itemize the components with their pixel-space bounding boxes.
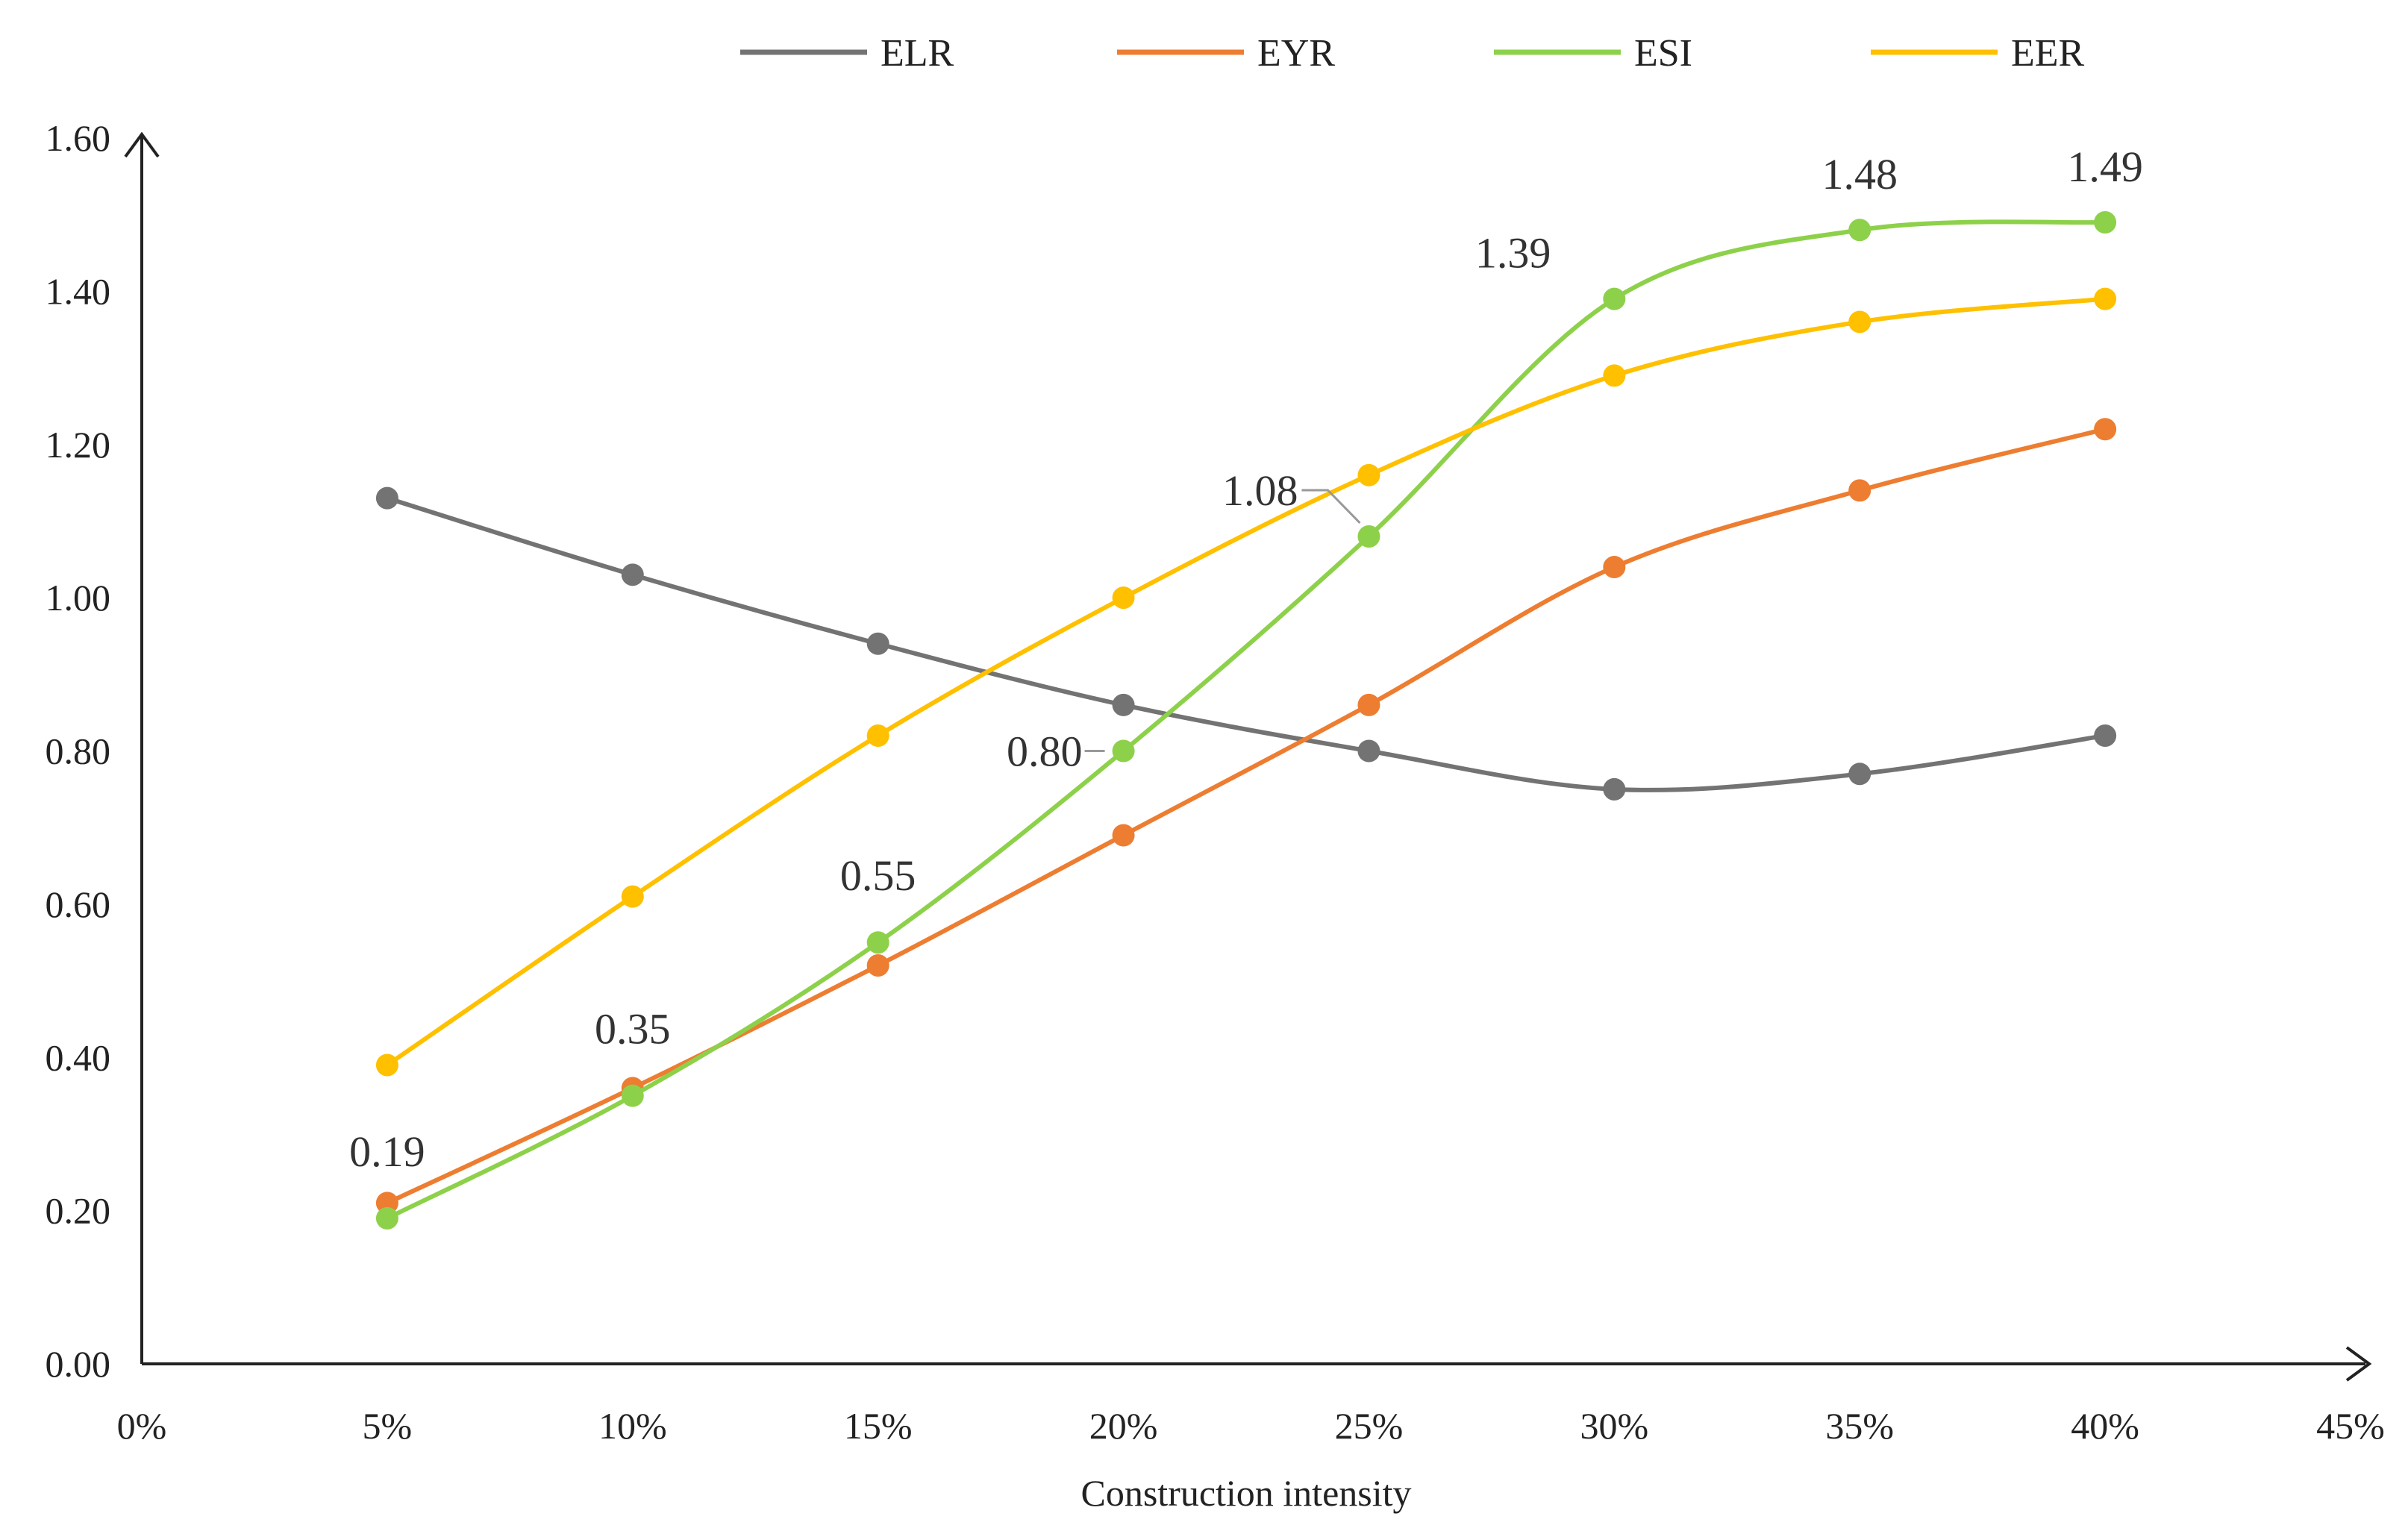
data-point-elr bbox=[375, 486, 398, 510]
data-point-eer bbox=[2094, 287, 2117, 310]
x-tick-label: 5% bbox=[363, 1405, 413, 1447]
data-point-esi bbox=[1603, 287, 1626, 310]
y-tick-label: 0.60 bbox=[46, 883, 111, 925]
data-label-esi: 1.39 bbox=[1475, 229, 1551, 278]
data-point-eyr bbox=[1848, 479, 1871, 502]
x-tick-label: 0% bbox=[117, 1405, 167, 1447]
x-tick-label: 20% bbox=[1089, 1405, 1158, 1447]
data-point-esi bbox=[2094, 210, 2117, 234]
series-group bbox=[375, 210, 2117, 1230]
data-label-esi: 1.48 bbox=[1821, 150, 1898, 198]
legend-item-esi: ESI bbox=[1494, 32, 1692, 75]
data-point-eyr bbox=[1112, 824, 1135, 847]
x-axis-title: Construction intensity bbox=[1081, 1472, 1411, 1514]
legend-label: EER bbox=[2011, 32, 2085, 75]
legend-label: EYR bbox=[1257, 32, 1335, 75]
legend-item-elr: ELR bbox=[740, 32, 954, 75]
data-point-eer bbox=[375, 1053, 398, 1077]
data-label-esi: 0.55 bbox=[840, 851, 916, 900]
x-tick-label: 15% bbox=[844, 1405, 913, 1447]
data-label-esi: 0.80 bbox=[1007, 727, 1083, 776]
series-line-elr bbox=[386, 495, 2106, 792]
data-point-elr bbox=[1112, 693, 1135, 716]
leader-line bbox=[1301, 489, 1361, 525]
legend: ELR EYR ESI EER bbox=[740, 32, 2085, 75]
legend-label: ELR bbox=[881, 32, 954, 75]
data-point-eer bbox=[621, 885, 644, 908]
data-point-eer bbox=[1357, 463, 1380, 486]
data-point-esi bbox=[1848, 219, 1871, 242]
x-tick-label: 10% bbox=[598, 1405, 667, 1447]
x-tick-label: 25% bbox=[1335, 1405, 1404, 1447]
y-tick-label: 0.40 bbox=[46, 1036, 111, 1078]
x-tick-label: 35% bbox=[1825, 1405, 1894, 1447]
data-point-esi bbox=[1357, 525, 1380, 548]
legend-item-eer: EER bbox=[1871, 32, 2085, 75]
x-tick-label: 45% bbox=[2316, 1405, 2385, 1447]
data-point-esi bbox=[375, 1206, 398, 1230]
y-axis-ticks: 0.00 0.20 0.40 0.60 0.80 1.00 1.20 1.40 1.60 bbox=[46, 117, 111, 1385]
data-label-esi: 0.19 bbox=[349, 1127, 425, 1176]
data-point-eyr bbox=[866, 954, 889, 977]
data-point-eyr bbox=[2094, 418, 2117, 441]
data-point-elr bbox=[621, 563, 644, 586]
series-elr bbox=[375, 486, 2117, 801]
data-point-eer bbox=[866, 724, 889, 747]
legend-label: ESI bbox=[1634, 32, 1692, 75]
data-point-eyr bbox=[375, 1192, 398, 1215]
y-tick-label: 0.20 bbox=[46, 1190, 111, 1232]
data-point-esi bbox=[621, 1084, 644, 1107]
data-label-esi: 1.49 bbox=[2067, 143, 2143, 191]
x-axis-arrow bbox=[2345, 1346, 2372, 1382]
x-tick-label: 30% bbox=[1580, 1405, 1649, 1447]
y-tick-label: 1.60 bbox=[46, 117, 111, 159]
data-point-elr bbox=[1603, 777, 1626, 801]
data-label-esi: 0.35 bbox=[595, 1005, 671, 1053]
data-point-eyr bbox=[1357, 693, 1380, 716]
data-point-elr bbox=[1848, 763, 1871, 786]
data-point-esi bbox=[866, 931, 889, 954]
series-line-esi bbox=[386, 219, 2106, 1221]
series-line-eyr bbox=[386, 427, 2106, 1206]
axes bbox=[124, 131, 2372, 1382]
data-point-eyr bbox=[1603, 556, 1626, 579]
data-point-elr bbox=[1357, 739, 1380, 763]
x-axis-ticks: 0% 5% 10% 15% 20% 25% 30% 35% 40% 45% bbox=[117, 1405, 2385, 1447]
data-point-eer bbox=[1603, 364, 1626, 387]
y-tick-label: 0.00 bbox=[46, 1343, 111, 1385]
data-point-eer bbox=[1848, 310, 1871, 334]
data-point-esi bbox=[1112, 739, 1135, 763]
y-tick-label: 1.00 bbox=[46, 577, 111, 619]
y-tick-label: 0.80 bbox=[46, 730, 111, 772]
data-label-esi: 1.08 bbox=[1222, 466, 1298, 515]
data-point-eer bbox=[1112, 586, 1135, 610]
legend-item-eyr: EYR bbox=[1117, 32, 1335, 75]
series-line-eer bbox=[386, 296, 2106, 1067]
data-point-elr bbox=[2094, 724, 2117, 747]
data-labels: 0.19 0.35 0.55 0.80 1.08 1.39 1.48 1.49 bbox=[349, 143, 2143, 1176]
y-axis-arrow bbox=[124, 131, 160, 158]
data-point-elr bbox=[866, 632, 889, 655]
series-eer bbox=[375, 287, 2117, 1077]
x-tick-label: 40% bbox=[2071, 1405, 2139, 1447]
series-esi bbox=[375, 210, 2117, 1230]
y-tick-label: 1.40 bbox=[46, 270, 111, 312]
y-tick-label: 1.20 bbox=[46, 424, 111, 466]
